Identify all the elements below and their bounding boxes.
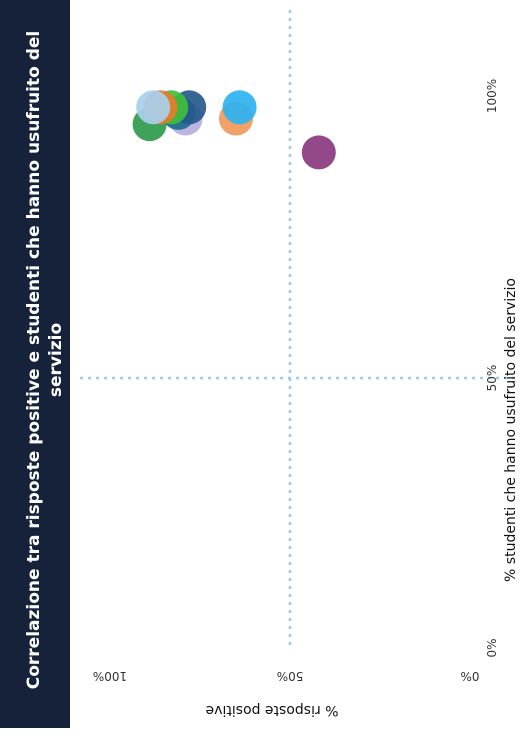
- x-axis-title: % studenti che hanno usufruito del servi…: [503, 278, 519, 582]
- chart-title-line: Correlazione tra risposte positive e stu…: [24, 31, 44, 690]
- y-tick-label: 0%: [460, 669, 479, 683]
- y-tick-label: 100%: [93, 669, 127, 683]
- x-tick-label: 50%: [485, 365, 499, 392]
- chart-title: Correlazione tra risposte positive e stu…: [24, 31, 66, 690]
- y-axis-title: % risposte positive: [206, 702, 339, 718]
- data-point: [136, 90, 171, 125]
- tick-labels: 0% 50% 100% 0% 50% 100%: [93, 79, 499, 683]
- title-bar: [0, 0, 70, 728]
- data-points: [132, 90, 336, 170]
- axis-titles: % studenti che hanno usufruito del servi…: [206, 278, 519, 718]
- chart-title-line: servizio: [46, 323, 66, 397]
- x-tick-label: 0%: [485, 638, 499, 657]
- data-point: [222, 90, 257, 125]
- grid: [80, 10, 520, 650]
- data-point: [301, 135, 336, 170]
- y-tick-label: 50%: [277, 669, 304, 683]
- x-tick-label: 100%: [485, 79, 499, 113]
